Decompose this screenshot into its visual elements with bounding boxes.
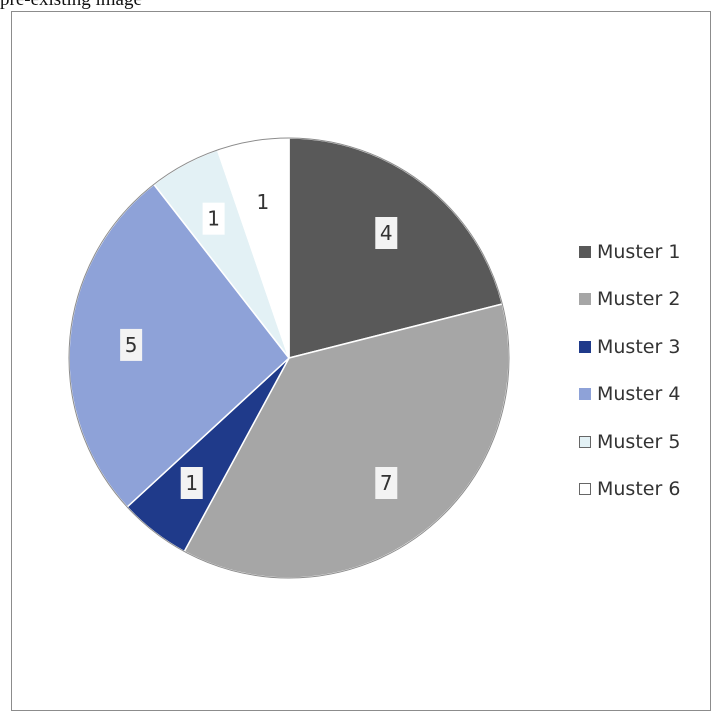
data-label: 1 xyxy=(257,190,270,214)
legend-label: Muster 3 xyxy=(597,335,681,358)
data-label: 7 xyxy=(380,471,393,495)
legend-item: Muster 4 xyxy=(579,371,713,419)
data-label-background xyxy=(202,202,225,235)
legend-item: Muster 5 xyxy=(579,418,713,466)
data-label-background xyxy=(375,217,398,250)
legend-label: Muster 2 xyxy=(597,288,681,311)
legend-label: Muster 1 xyxy=(597,240,681,263)
data-label-background xyxy=(180,466,203,499)
legend: Muster 1 Muster 2 Muster 3 Muster 4 Must… xyxy=(579,228,713,513)
top-text: pre-existing image xyxy=(0,0,713,10)
data-label-background xyxy=(251,185,274,218)
legend-item: Muster 1 xyxy=(579,228,713,276)
data-label: 4 xyxy=(380,221,393,245)
legend-swatch-icon xyxy=(579,293,591,306)
legend-label: Muster 4 xyxy=(597,383,681,406)
legend-item: Muster 3 xyxy=(579,323,713,371)
data-label-background xyxy=(120,328,143,361)
legend-swatch-icon xyxy=(579,388,591,401)
legend-item: Muster 2 xyxy=(579,276,713,324)
legend-swatch-icon xyxy=(579,245,591,258)
pie-outline xyxy=(68,137,510,579)
data-label: 5 xyxy=(125,333,138,357)
legend-item: Muster 6 xyxy=(579,466,713,514)
legend-swatch-icon xyxy=(579,483,591,496)
data-label: 1 xyxy=(185,471,198,495)
legend-label: Muster 5 xyxy=(597,430,681,453)
legend-label: Muster 6 xyxy=(597,478,681,501)
legend-swatch-icon xyxy=(579,340,591,353)
data-label: 1 xyxy=(207,207,220,231)
data-label-background xyxy=(375,466,398,499)
legend-swatch-icon xyxy=(579,435,591,448)
